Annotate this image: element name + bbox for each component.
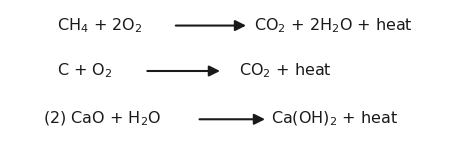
Text: CH$_4$ + 2O$_2$: CH$_4$ + 2O$_2$ (57, 16, 142, 35)
Text: Ca(OH)$_2$ + heat: Ca(OH)$_2$ + heat (271, 110, 398, 129)
Text: CO$_2$ + heat: CO$_2$ + heat (239, 62, 332, 80)
Text: (2) CaO + H$_2$O: (2) CaO + H$_2$O (43, 110, 161, 129)
Text: C + O$_2$: C + O$_2$ (57, 62, 112, 80)
Text: CO$_2$ + 2H$_2$O + heat: CO$_2$ + 2H$_2$O + heat (254, 16, 412, 35)
